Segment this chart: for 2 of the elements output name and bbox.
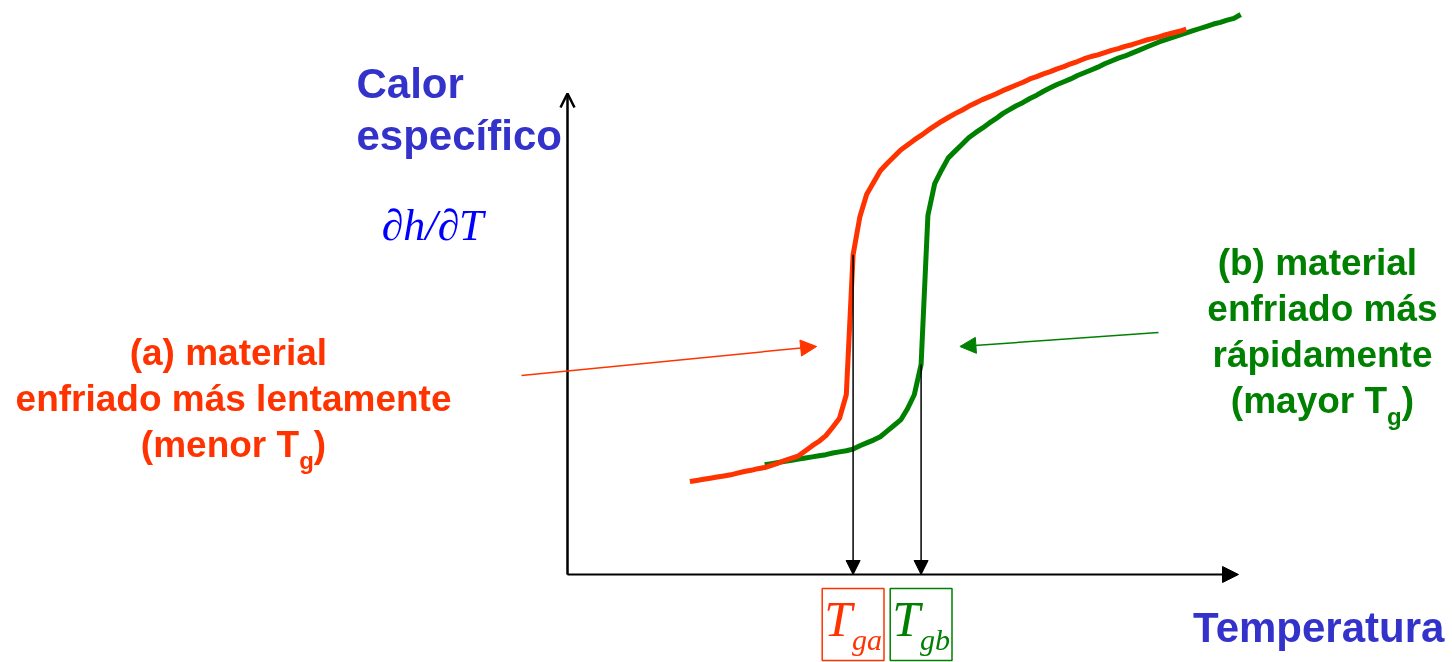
y-axis-title: Calor específico ∂h/∂T [356,60,562,250]
x-axis-title: Temperatura [1193,604,1446,651]
